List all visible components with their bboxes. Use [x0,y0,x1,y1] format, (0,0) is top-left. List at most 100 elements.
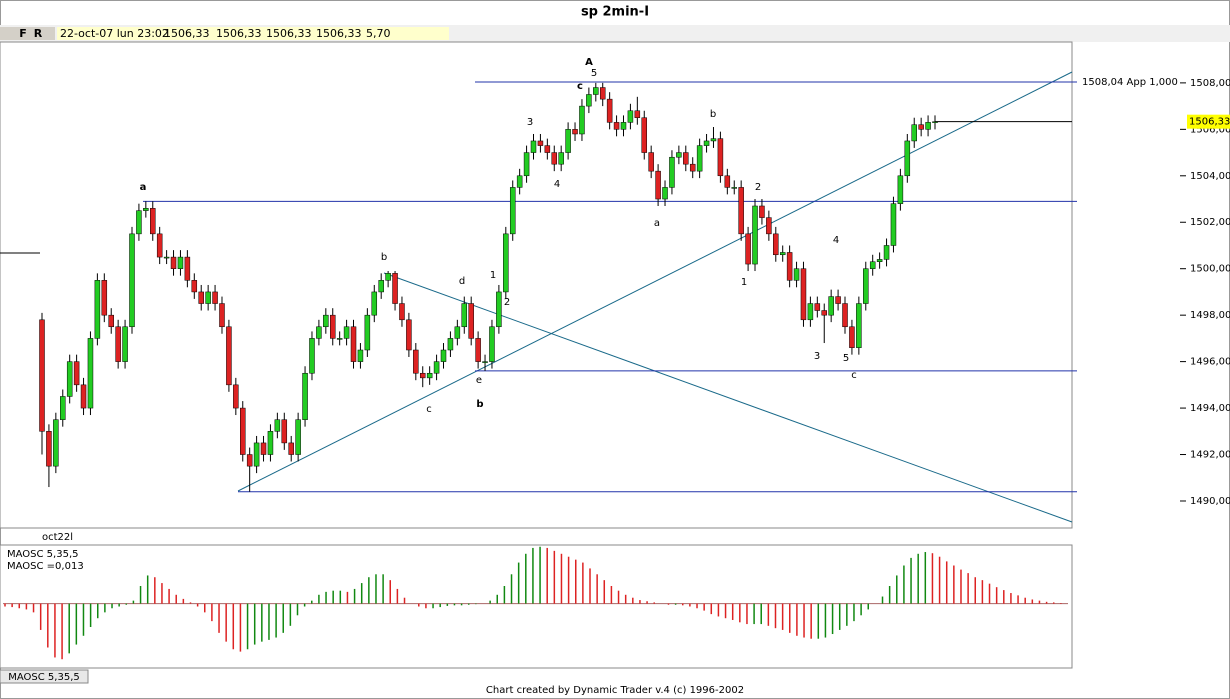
wave-label: b [381,252,387,263]
panel-tab[interactable] [0,669,89,684]
candle-body [357,349,364,362]
candle-body [779,252,786,256]
oscillator-name: MAOSC 5,35,5 [7,549,78,560]
footer: Chart created by Dynamic Trader v.4 (c) … [486,685,744,696]
toolbar-field: 1506,33 [164,27,210,40]
candle-body [842,303,848,328]
candle-body [925,122,931,130]
candle-body [378,280,384,293]
toolbar-field: 1506,33 [266,27,312,40]
wave-label: A [585,57,593,68]
toolbar-buttons [0,27,55,40]
wave-label: 3 [814,351,820,362]
toolbar-fields [57,27,449,40]
toolbar-field: 22-oct-07 lun 23:02 [60,27,169,40]
wave-label: 3 [527,117,533,128]
candle-body [136,210,142,235]
target-label: 1508,04 App 1,000 [1082,77,1178,88]
candle-body [876,259,883,262]
candle-body [883,245,890,260]
candle-body [863,268,869,304]
candle-body [371,291,378,316]
candle-body [496,291,502,328]
candle-body [399,303,405,321]
candle-body [890,203,897,246]
candle-body [523,152,530,177]
candle-body [150,208,156,235]
candle-body [703,140,710,146]
candle-body [835,296,841,304]
last-price-box [1187,114,1230,129]
panel-tab-label[interactable]: MAOSC 5,35,5 [8,672,79,683]
wave-label: 5 [843,353,849,364]
candle-body [516,175,523,188]
candle-body [461,303,468,328]
wave-label: 5 [591,68,597,79]
candle-body [821,310,827,316]
candle-body [163,256,170,259]
candle-body [606,98,613,123]
y-tick-label: 1508,00 [1190,78,1230,89]
y-tick-label: 1492,00 [1190,450,1230,461]
wave-label: a [654,218,660,229]
candle-body [558,152,564,165]
candle-body [662,187,668,200]
oscillator-panel [0,544,1073,669]
price-panel [0,41,1073,529]
y-tick-label: 1496,00 [1190,357,1230,368]
candle-body [406,319,412,351]
candle-body [904,140,911,177]
candle-body [219,303,225,328]
toolbar-button[interactable]: F [19,27,27,40]
candle-body [329,314,336,339]
candle-body [641,117,648,153]
candle-body [869,261,876,269]
wave-label: 2 [755,182,761,193]
candle-body [392,273,398,304]
candle-body [343,326,350,339]
candle-body [323,314,329,328]
candle-body [793,268,800,281]
x-label: oct22l [42,532,73,543]
candle-body [620,122,627,130]
toolbar-field: 1506,33 [216,27,262,40]
candle-body [122,326,128,362]
candle-body [295,419,301,455]
candle-body [565,129,571,153]
candle-body [246,454,253,467]
candle-body [447,338,454,351]
candle-body [766,217,772,235]
candle-body [856,303,862,348]
wave-label: 4 [833,235,839,246]
toolbar-button[interactable]: R [34,27,43,40]
candle-body [73,361,80,386]
y-tick-label: 1494,00 [1190,403,1230,414]
wave-label: 2 [504,297,510,308]
wave-label: 1 [741,277,747,288]
toolbar-field: 5,70 [366,27,391,40]
y-tick-label: 1506,00 [1190,124,1230,135]
candle-body [191,280,198,293]
candle-body [689,163,696,172]
candle-body [745,233,751,265]
candle-body [170,256,177,269]
candle-body [309,338,315,374]
candle-body [240,407,246,455]
candle-body [724,175,731,188]
wave-label: c [426,404,432,415]
wave-label: b [476,399,483,410]
chart-title: sp 2min-I [581,5,649,20]
candle-body [454,326,461,339]
candle-body [759,205,765,218]
candle-body [212,291,218,304]
candle-body [419,372,426,379]
candle-body [94,280,101,339]
candle-body [537,140,544,146]
candle-body [426,372,433,379]
y-tick-label: 1504,00 [1190,171,1230,182]
candle-body [385,273,391,281]
y-tick-label: 1502,00 [1190,217,1230,228]
candle-body [316,326,322,339]
candle-body [129,233,135,328]
candle-body [60,396,66,420]
